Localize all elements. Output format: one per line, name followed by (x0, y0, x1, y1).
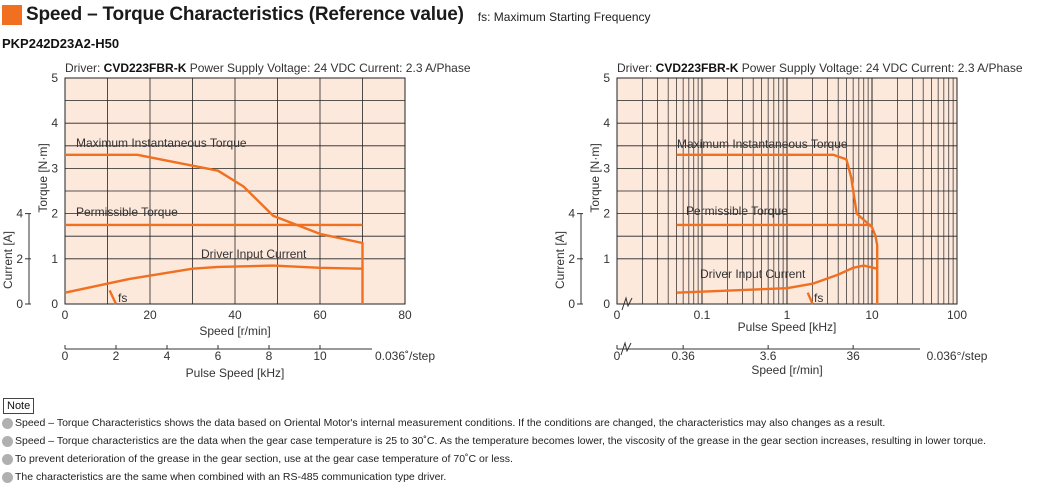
x2-tick-label: 36 (846, 349, 860, 363)
x2-tick-label: 8 (266, 349, 273, 363)
series-label-permissible-torque: Permissible Torque (686, 204, 788, 218)
y-tick-label: 1 (51, 252, 58, 266)
y-tick-label: 2 (603, 207, 610, 221)
y-tick-label: 2 (51, 207, 58, 221)
y2-axis-title: Current [A] (553, 231, 567, 289)
driver-prefix: Driver: (617, 61, 656, 75)
y-tick-label: 0 (51, 297, 58, 311)
series-line (65, 153, 364, 304)
y-tick-label: 3 (603, 161, 610, 175)
axis-break-icon (620, 341, 632, 356)
series-line (806, 292, 814, 305)
note-text: The characteristics are the same when co… (15, 471, 447, 483)
x2-tick-label: 4 (164, 349, 171, 363)
note-item: To prevent deterioration of the grease i… (2, 453, 513, 465)
axis-break-icon (621, 296, 633, 311)
note-label: Note (3, 398, 35, 414)
speed-torque-charts: Driver: CVD223FBR-K Power Supply Voltage… (1, 61, 1023, 380)
y2-tick-label: 0 (16, 297, 23, 311)
note-item: The characteristics are the same when co… (2, 471, 446, 483)
page-title: Speed – Torque Characteristics (Referenc… (26, 4, 464, 25)
fs-legend-note: fs: Maximum Starting Frequency (477, 10, 651, 24)
series-line (64, 264, 363, 294)
x-tick-label: 1 (784, 308, 791, 322)
y-axis-title: Torque [N·m] (36, 143, 50, 212)
y-tick-label: 0 (603, 297, 610, 311)
y-tick-label: 5 (603, 71, 610, 85)
x2-axis-title: Speed [r/min] (751, 363, 822, 377)
x-tick-label: 80 (398, 308, 412, 322)
x-tick-label: 40 (228, 308, 242, 322)
series-label-input-current: Driver Input Current (700, 267, 806, 281)
y-tick-label: 3 (51, 161, 58, 175)
driver-info: Driver: CVD223FBR-K Power Supply Voltage… (65, 61, 471, 75)
x-tick-label: 20 (143, 308, 157, 322)
bullet-icon (2, 471, 13, 483)
x2-tick-label: 0.36 (671, 349, 695, 363)
driver-info: Driver: CVD223FBR-K Power Supply Voltage… (617, 61, 1023, 75)
x-tick-label: 100 (947, 308, 967, 322)
y2-tick-label: 4 (568, 207, 575, 221)
series-label-max-torque: Maximum Instantaneous Torque (677, 137, 848, 151)
series-line (108, 289, 118, 305)
series-line (676, 264, 878, 294)
y-tick-label: 4 (603, 116, 610, 130)
note-text: Speed – Torque Characteristics shows the… (15, 417, 886, 429)
driver-model: CVD223FBR-K (104, 61, 187, 75)
y-axis-title: Torque [N·m] (588, 143, 602, 212)
y-tick-label: 1 (603, 252, 610, 266)
x2-tick-label: 3.6 (760, 349, 777, 363)
x-tick-label: 0.1 (694, 308, 711, 322)
x-tick-label: 60 (313, 308, 327, 322)
driver-conditions: Power Supply Voltage: 24 VDC Current: 2.… (186, 61, 470, 75)
x2-tick-label: 2 (113, 349, 120, 363)
x2-unit-label: 0.036˚/step (375, 349, 435, 363)
note-text: To prevent deterioration of the grease i… (15, 453, 513, 465)
bullet-icon (2, 417, 13, 429)
y2-axis-title: Current [A] (1, 231, 15, 289)
x2-tick-label: 0 (614, 349, 621, 363)
y-tick-label: 5 (51, 71, 58, 85)
x-tick-label: 0 (614, 308, 621, 322)
bullet-icon (2, 435, 13, 447)
driver-model: CVD223FBR-K (656, 61, 739, 75)
page-header: Speed – Torque Characteristics (Referenc… (2, 3, 651, 27)
note-item: Speed – Torque Characteristics shows the… (2, 417, 885, 429)
bullet-icon (2, 453, 13, 465)
model-name: PKP242D23A2-H50 (2, 36, 120, 51)
fs-label: fs (118, 291, 127, 305)
x-axis-title: Pulse Speed [kHz] (738, 320, 837, 334)
x2-tick-label: 6 (215, 349, 222, 363)
note-item: Speed – Torque characteristics are the d… (2, 435, 986, 447)
fs-label: fs (814, 291, 823, 305)
x-tick-label: 10 (865, 308, 879, 322)
x2-axis-title: Pulse Speed [kHz] (186, 366, 285, 380)
driver-prefix: Driver: (65, 61, 104, 75)
y2-tick-label: 2 (568, 252, 575, 266)
series-line (676, 153, 879, 304)
y2-tick-label: 4 (16, 207, 23, 221)
y2-tick-label: 2 (16, 252, 23, 266)
x2-unit-label: 0.036°/step (927, 349, 988, 363)
note-text: Speed – Torque characteristics are the d… (15, 435, 987, 447)
accent-square-icon (2, 5, 22, 25)
series-label-permissible-torque: Permissible Torque (76, 205, 178, 219)
x-tick-label: 0 (62, 308, 69, 322)
driver-conditions: Power Supply Voltage: 24 VDC Current: 2.… (738, 61, 1022, 75)
x2-tick-label: 10 (313, 349, 327, 363)
y-tick-label: 4 (51, 116, 58, 130)
y2-tick-label: 0 (568, 297, 575, 311)
x-axis-title: Speed [r/min] (199, 324, 270, 338)
x2-tick-label: 0 (62, 349, 69, 363)
series-label-max-torque: Maximum Instantaneous Torque (76, 136, 247, 150)
series-label-input-current: Driver Input Current (201, 247, 307, 261)
